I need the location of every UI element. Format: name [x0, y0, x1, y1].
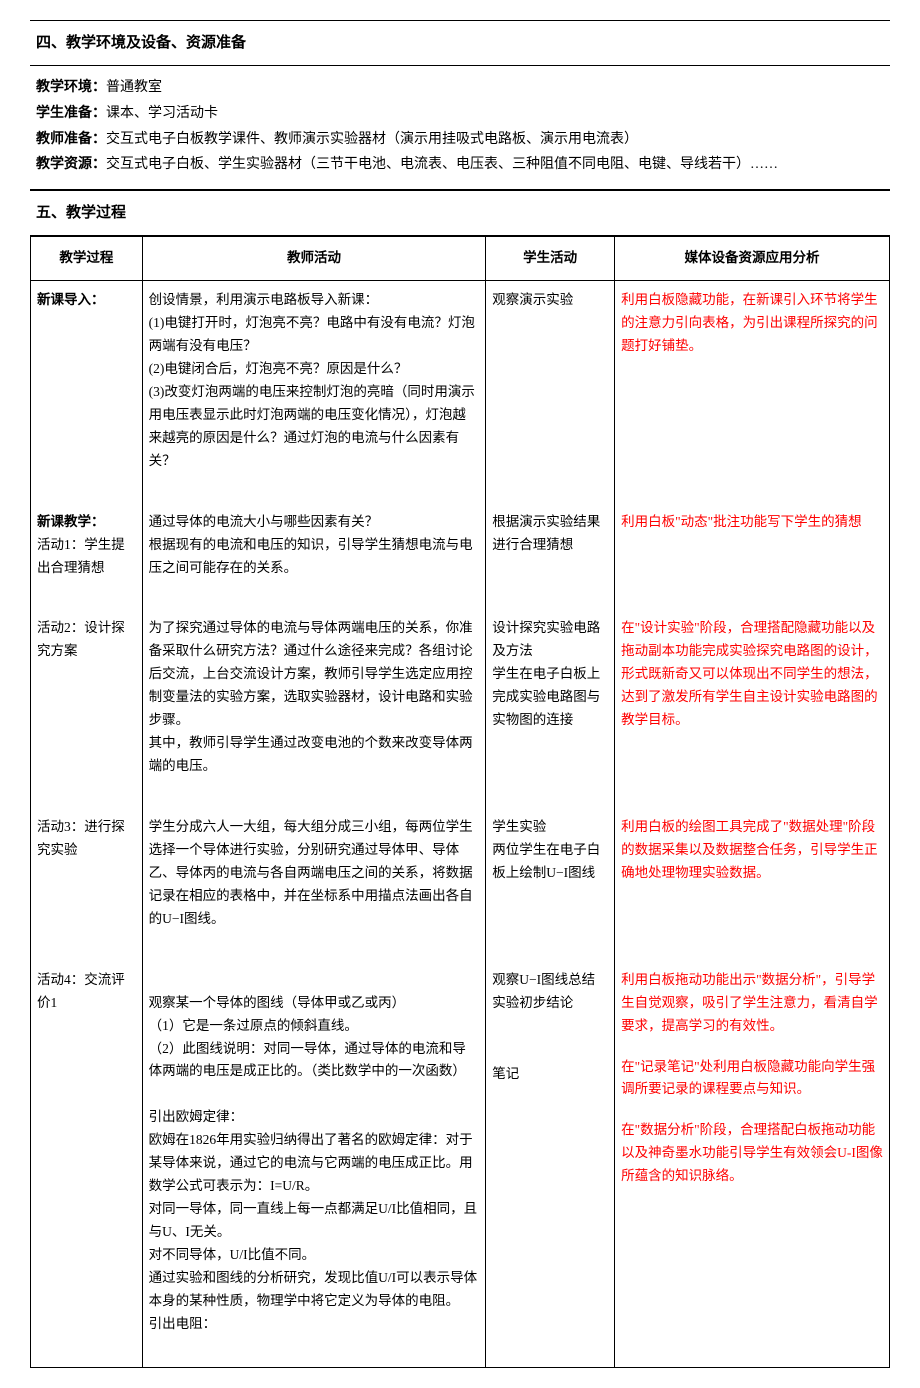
cell-stage-1: 新课导入： [31, 281, 143, 481]
cell-student-5: 观察U−I图线总结实验初步结论 笔记 [486, 939, 615, 1367]
environment-block: 教学环境：普通教室 学生准备：课本、学习活动卡 教师准备：交互式电子白板教学课件… [30, 66, 890, 190]
cell-student-2: 根据演示实验结果进行合理猜想 [486, 481, 615, 588]
env-value-3: 交互式电子白板教学课件、教师演示实验器材（演示用挂吸式电路板、演示用电流表） [106, 132, 638, 147]
env-value-1: 普通教室 [106, 80, 162, 95]
env-label-1: 教学环境： [36, 80, 106, 95]
cell-media-3: 在"设计实验"阶段，合理搭配隐藏功能以及拖动副本功能完成实验探究电路图的设计，形… [615, 587, 890, 786]
cell-student-3: 设计探究实验电路及方法 学生在电子白板上完成实验电路图与实物图的连接 [486, 587, 615, 786]
cell-stage-3: 活动2：设计探究方案 [31, 587, 143, 786]
cell-teacher-4: 学生分成六人一大组，每大组分成三小组，每两位学生选择一个导体进行实验，分别研究通… [142, 786, 486, 939]
table-row: 新课导入： 创设情景，利用演示电路板导入新课： (1)电键打开时，灯泡亮不亮？电… [31, 281, 890, 481]
env-value-4: 交互式电子白板、学生实验器材（三节干电池、电流表、电压表、三种阻值不同电阻、电键… [106, 157, 778, 172]
teaching-process-table: 教学过程 教师活动 学生活动 媒体设备资源应用分析 新课导入： 创设情景，利用演… [30, 236, 890, 1367]
header-media: 媒体设备资源应用分析 [615, 237, 890, 281]
cell-media-1: 利用白板隐藏功能，在新课引入环节将学生的注意力引向表格，为引出课程所探究的问题打… [615, 281, 890, 481]
env-label-4: 教学资源： [36, 157, 106, 172]
table-row: 活动2：设计探究方案 为了探究通过导体的电流与导体两端电压的关系，你准备采取什么… [31, 587, 890, 786]
env-value-2: 课本、学习活动卡 [106, 106, 218, 121]
cell-student-1: 观察演示实验 [486, 281, 615, 481]
section4-title: 四、教学环境及设备、资源准备 [30, 20, 890, 66]
cell-media-2: 利用白板"动态"批注功能写下学生的猜想 [615, 481, 890, 588]
section5-title: 五、教学过程 [30, 190, 890, 236]
table-row: 活动4：交流评价1 观察某一个导体的图线（导体甲或乙或丙） （1）它是一条过原点… [31, 939, 890, 1367]
cell-stage-2: 新课教学：活动1：学生提出合理猜想 [31, 481, 143, 588]
header-teacher: 教师活动 [142, 237, 486, 281]
table-header-row: 教学过程 教师活动 学生活动 媒体设备资源应用分析 [31, 237, 890, 281]
env-label-3: 教师准备： [36, 132, 106, 147]
env-label-2: 学生准备： [36, 106, 106, 121]
cell-stage-5: 活动4：交流评价1 [31, 939, 143, 1367]
cell-teacher-1: 创设情景，利用演示电路板导入新课： (1)电键打开时，灯泡亮不亮？电路中有没有电… [142, 281, 486, 481]
cell-teacher-2: 通过导体的电流大小与哪些因素有关？ 根据现有的电流和电压的知识，引导学生猜想电流… [142, 481, 486, 588]
cell-teacher-3: 为了探究通过导体的电流与导体两端电压的关系，你准备采取什么研究方法？通过什么途径… [142, 587, 486, 786]
table-row: 活动3：进行探究实验 学生分成六人一大组，每大组分成三小组，每两位学生选择一个导… [31, 786, 890, 939]
cell-media-5: 利用白板拖动功能出示"数据分析"，引导学生自觉观察，吸引了学生注意力，看清自学要… [615, 939, 890, 1367]
table-row: 新课教学：活动1：学生提出合理猜想 通过导体的电流大小与哪些因素有关？ 根据现有… [31, 481, 890, 588]
cell-student-4: 学生实验 两位学生在电子白板上绘制U−I图线 [486, 786, 615, 939]
cell-stage-4: 活动3：进行探究实验 [31, 786, 143, 939]
header-student: 学生活动 [486, 237, 615, 281]
cell-teacher-5: 观察某一个导体的图线（导体甲或乙或丙） （1）它是一条过原点的倾斜直线。 （2）… [142, 939, 486, 1367]
header-stage: 教学过程 [31, 237, 143, 281]
cell-media-4: 利用白板的绘图工具完成了"数据处理"阶段的数据采集以及数据整合任务，引导学生正确… [615, 786, 890, 939]
